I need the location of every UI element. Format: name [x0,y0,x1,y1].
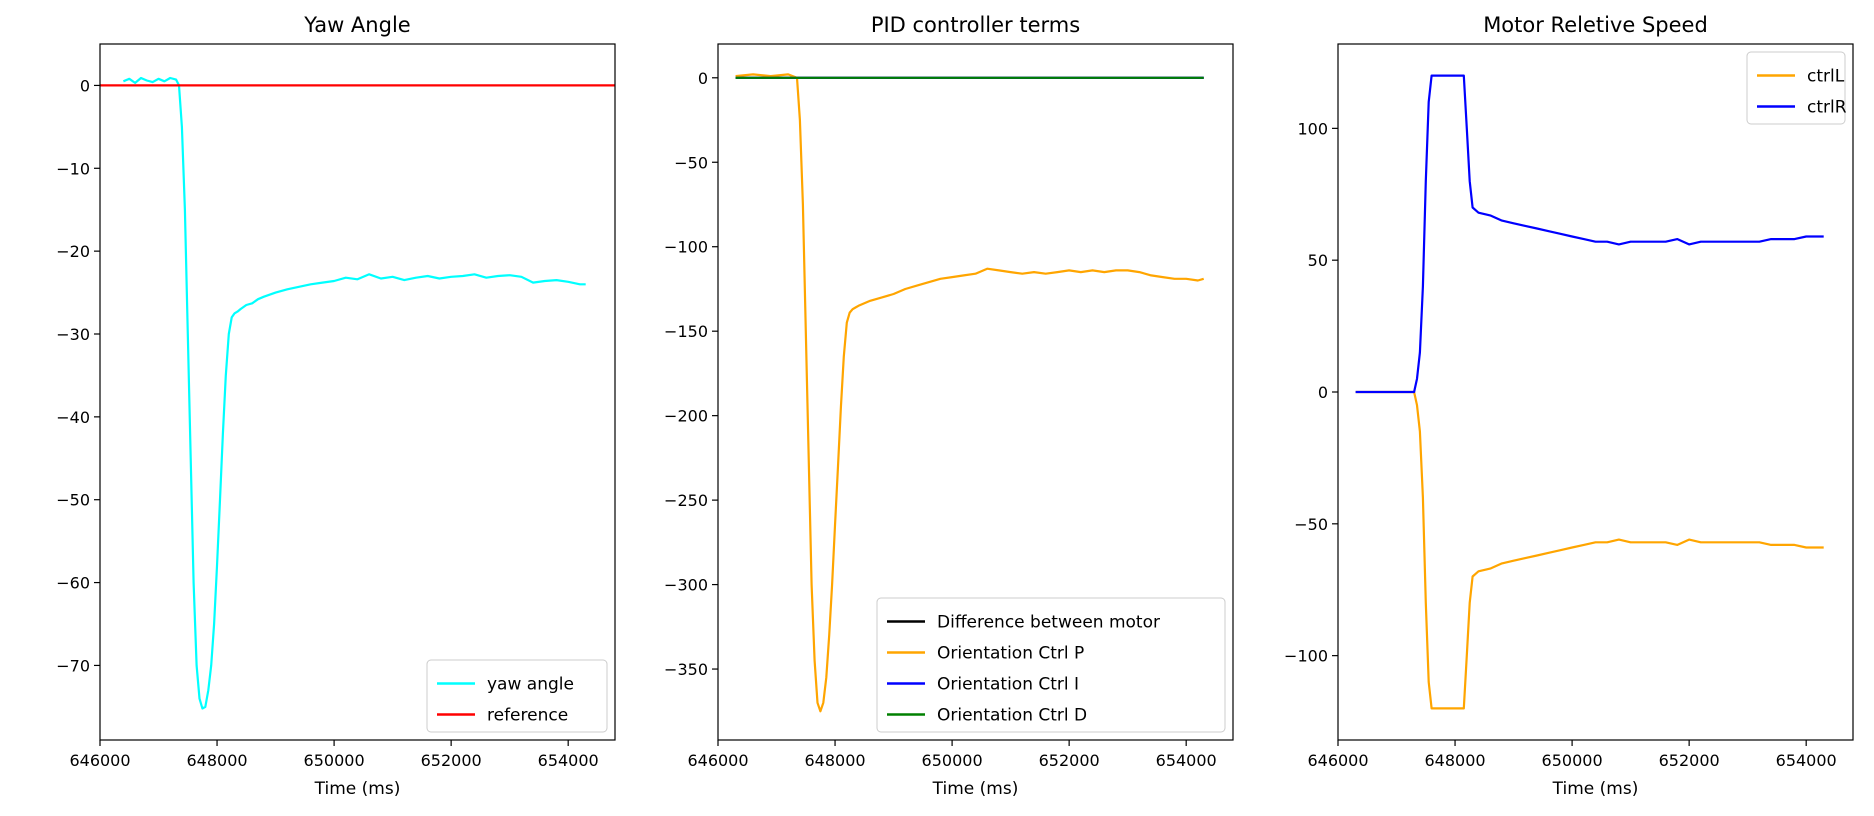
chart-3: 646000 648000 650000 652000 654000 100 50 0 −50 −… [1284,13,1854,799]
x-axis-label: Time (ms) [932,779,1019,799]
y-tick-label: −150 [664,322,708,341]
x-tick-label: 648000 [1425,751,1486,770]
y-tick-label: 100 [1297,119,1328,138]
y-tick-label: −30 [56,325,90,344]
y-tick-label: −200 [664,407,708,426]
y-tick-label: −250 [664,491,708,510]
series-line-2 [1355,74,1824,394]
x-axis-label: Time (ms) [1552,779,1639,799]
plot-frame [1337,43,1854,741]
x-tick-label: 646000 [1307,751,1368,770]
chart-2: 646000 648000 650000 652000 654000 0 −50 −100 −1… [664,13,1234,799]
y-tick-label: −100 [1284,647,1328,666]
legend-label: Orientation Ctrl P [937,644,1084,664]
y-tick-label: −350 [664,660,708,679]
legend-label: ctrlL [1807,67,1845,87]
series-line-1 [1355,390,1824,710]
y-tick-label: 0 [80,76,90,95]
x-tick-label: 650000 [1542,751,1603,770]
y-tick-label: −40 [56,408,90,427]
series-line-2 [735,73,1205,713]
y-tick-label: −70 [56,656,90,675]
plot-frame [717,43,1234,741]
chart-title: PID controller terms [871,13,1080,37]
legend-label: Orientation Ctrl I [937,675,1079,695]
legend: Difference between motor Orientation Ctrl… [876,597,1226,733]
x-tick-label: 654000 [538,751,599,770]
x-tick-label: 646000 [69,751,130,770]
y-tick-label: −20 [56,242,90,261]
plot-frame [99,43,616,741]
chart-1: 646000 648000 650000 652000 654000 0 −10 −20 −30… [56,13,616,799]
x-tick-label: 652000 [1039,751,1100,770]
x-tick-label: 648000 [805,751,866,770]
series-line-1 [122,76,586,710]
y-tick-label: 0 [1318,383,1328,402]
y-tick-label: −60 [56,574,90,593]
chart-title: Motor Reletive Speed [1483,13,1708,37]
legend: ctrlL ctrlR [1746,51,1847,125]
y-tick-label: −50 [56,491,90,510]
x-tick-label: 652000 [421,751,482,770]
legend-label: reference [487,706,568,726]
y-tick-label: −10 [56,159,90,178]
x-axis-label: Time (ms) [314,779,401,799]
x-tick-label: 648000 [187,751,248,770]
y-tick-label: −50 [674,153,708,172]
y-tick-label: −50 [1294,515,1328,534]
x-tick-label: 654000 [1156,751,1217,770]
y-tick-label: −100 [664,238,708,257]
y-tick-label: −300 [664,576,708,595]
y-tick-label: 0 [698,69,708,88]
legend-label: Difference between motor [937,613,1160,633]
y-tick-label: 50 [1308,251,1328,270]
legend-box [876,597,1226,733]
x-tick-label: 650000 [304,751,365,770]
x-tick-label: 654000 [1776,751,1837,770]
legend-label: yaw angle [487,675,574,695]
legend-label: Orientation Ctrl D [937,706,1087,726]
legend-label: ctrlR [1807,98,1847,118]
legend: yaw angle reference [426,659,608,733]
chart-title: Yaw Angle [303,13,410,37]
x-tick-label: 650000 [922,751,983,770]
x-tick-label: 652000 [1659,751,1720,770]
x-tick-label: 646000 [687,751,748,770]
